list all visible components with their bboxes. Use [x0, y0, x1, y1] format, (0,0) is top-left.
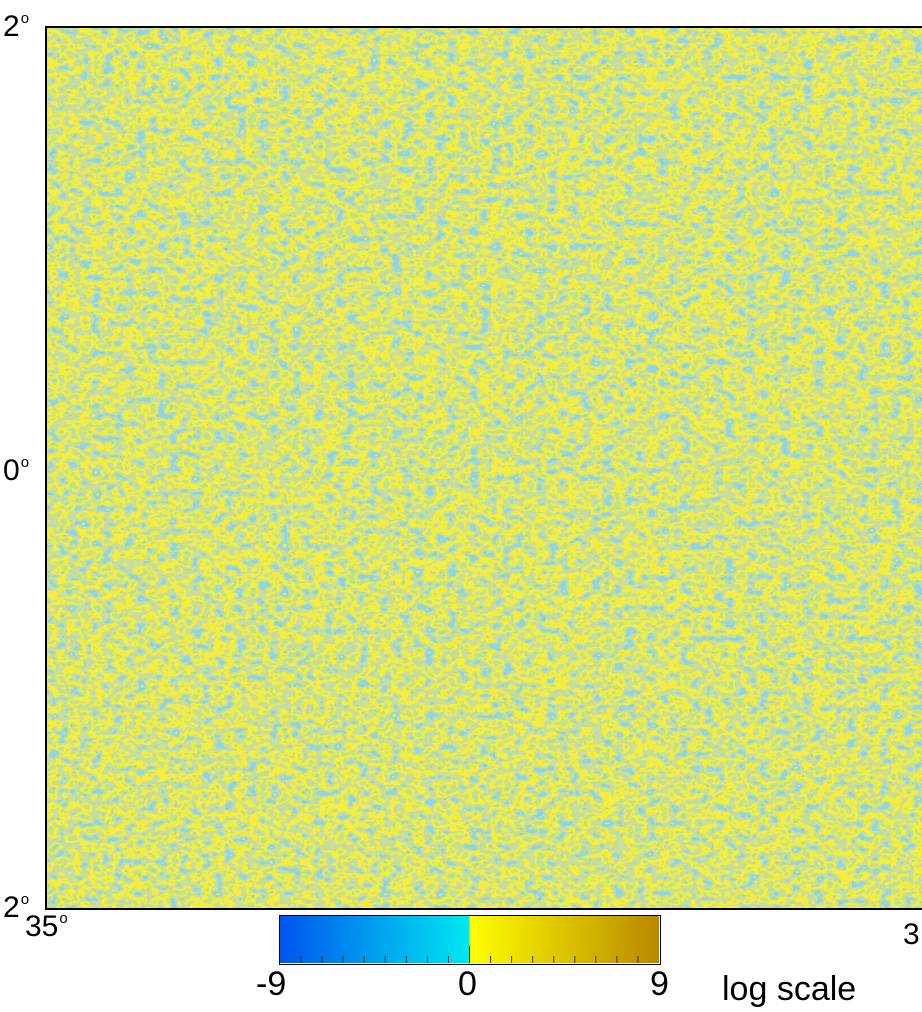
lat-label-bottom: 2o — [3, 891, 30, 924]
colorbar-mid-label: 0 — [458, 965, 477, 1003]
lon-label-left: 35o — [25, 910, 68, 943]
map-raster — [47, 28, 922, 908]
lat-label-middle: 0o — [3, 454, 30, 487]
colorbar-gradient — [280, 916, 659, 963]
colorbar-legend — [279, 915, 661, 965]
lat-label-top: 2o — [3, 10, 30, 43]
colorbar-max-label: 9 — [650, 965, 669, 1003]
colorbar-min-label: -9 — [256, 965, 287, 1003]
lon-label-right: 3 — [903, 918, 920, 951]
map-area[interactable] — [45, 26, 922, 910]
colorbar-scale-label: log scale — [722, 970, 857, 1008]
